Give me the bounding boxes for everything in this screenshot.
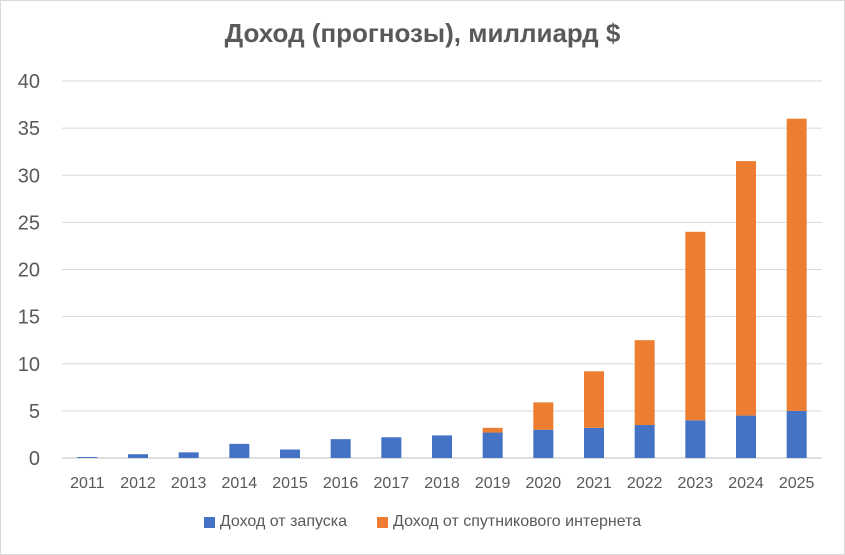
bar-launch — [229, 443, 250, 458]
x-tick-label: 2014 — [222, 475, 258, 492]
y-tick-label: 30 — [18, 165, 40, 187]
y-tick-label: 25 — [18, 212, 40, 234]
bar-launch — [330, 439, 351, 458]
y-tick-label: 35 — [18, 118, 40, 140]
bar-launch — [736, 415, 756, 458]
y-tick-label: 5 — [29, 401, 40, 423]
x-tick-label: 2022 — [627, 475, 663, 492]
legend-label-internet: Доход от спутникового интернета — [393, 513, 642, 530]
x-tick-label: 2013 — [171, 475, 207, 492]
x-tick-label: 2025 — [779, 475, 815, 492]
bar-internet — [634, 340, 655, 426]
bar-launch — [178, 452, 199, 458]
bar-launch — [432, 435, 452, 458]
legend-item-launch: Доход от запуска — [203, 513, 348, 531]
legend-swatch-launch — [203, 516, 215, 528]
x-tick-label: 2011 — [70, 475, 105, 492]
x-tick-label: 2017 — [374, 475, 410, 492]
bar-internet — [685, 231, 706, 421]
bar-internet — [786, 118, 807, 411]
chart-title: Доход (прогнозы), миллиард $ — [224, 18, 621, 48]
bar-launch — [381, 437, 402, 458]
x-tick-label: 2020 — [526, 475, 562, 492]
x-tick-label: 2015 — [272, 475, 308, 492]
bar-launch — [128, 454, 148, 458]
legend-swatch-internet — [377, 516, 389, 528]
bar-launch — [533, 429, 554, 458]
x-tick-label: 2023 — [678, 475, 714, 492]
x-tick-label: 2016 — [323, 475, 359, 492]
bar-internet — [482, 427, 503, 433]
y-tick-label: 20 — [18, 260, 40, 282]
bar-launch — [77, 457, 98, 458]
x-tick-label: 2018 — [424, 475, 460, 492]
bar-launch — [280, 449, 300, 458]
y-tick-label: 40 — [18, 71, 40, 93]
y-tick-label: 10 — [18, 354, 40, 376]
chart-legend: Доход от запуска Доход от спутникового и… — [0, 513, 845, 531]
legend-item-internet: Доход от спутникового интернета — [377, 513, 641, 531]
x-tick-label: 2021 — [576, 475, 612, 492]
bar-launch — [685, 420, 706, 458]
bar-launch — [584, 427, 604, 458]
bar-launch — [634, 425, 655, 458]
x-tick-label: 2024 — [728, 475, 764, 492]
bar-launch — [786, 410, 807, 458]
bar-launch — [482, 432, 503, 458]
bar-internet — [584, 371, 604, 428]
bar-internet — [533, 402, 554, 430]
x-tick-label: 2012 — [120, 475, 156, 492]
bar-internet — [736, 161, 756, 416]
x-tick-label: 2019 — [475, 475, 511, 492]
legend-label-launch: Доход от запуска — [219, 513, 348, 530]
y-tick-label: 15 — [18, 307, 40, 329]
y-tick-label: 0 — [29, 448, 40, 470]
